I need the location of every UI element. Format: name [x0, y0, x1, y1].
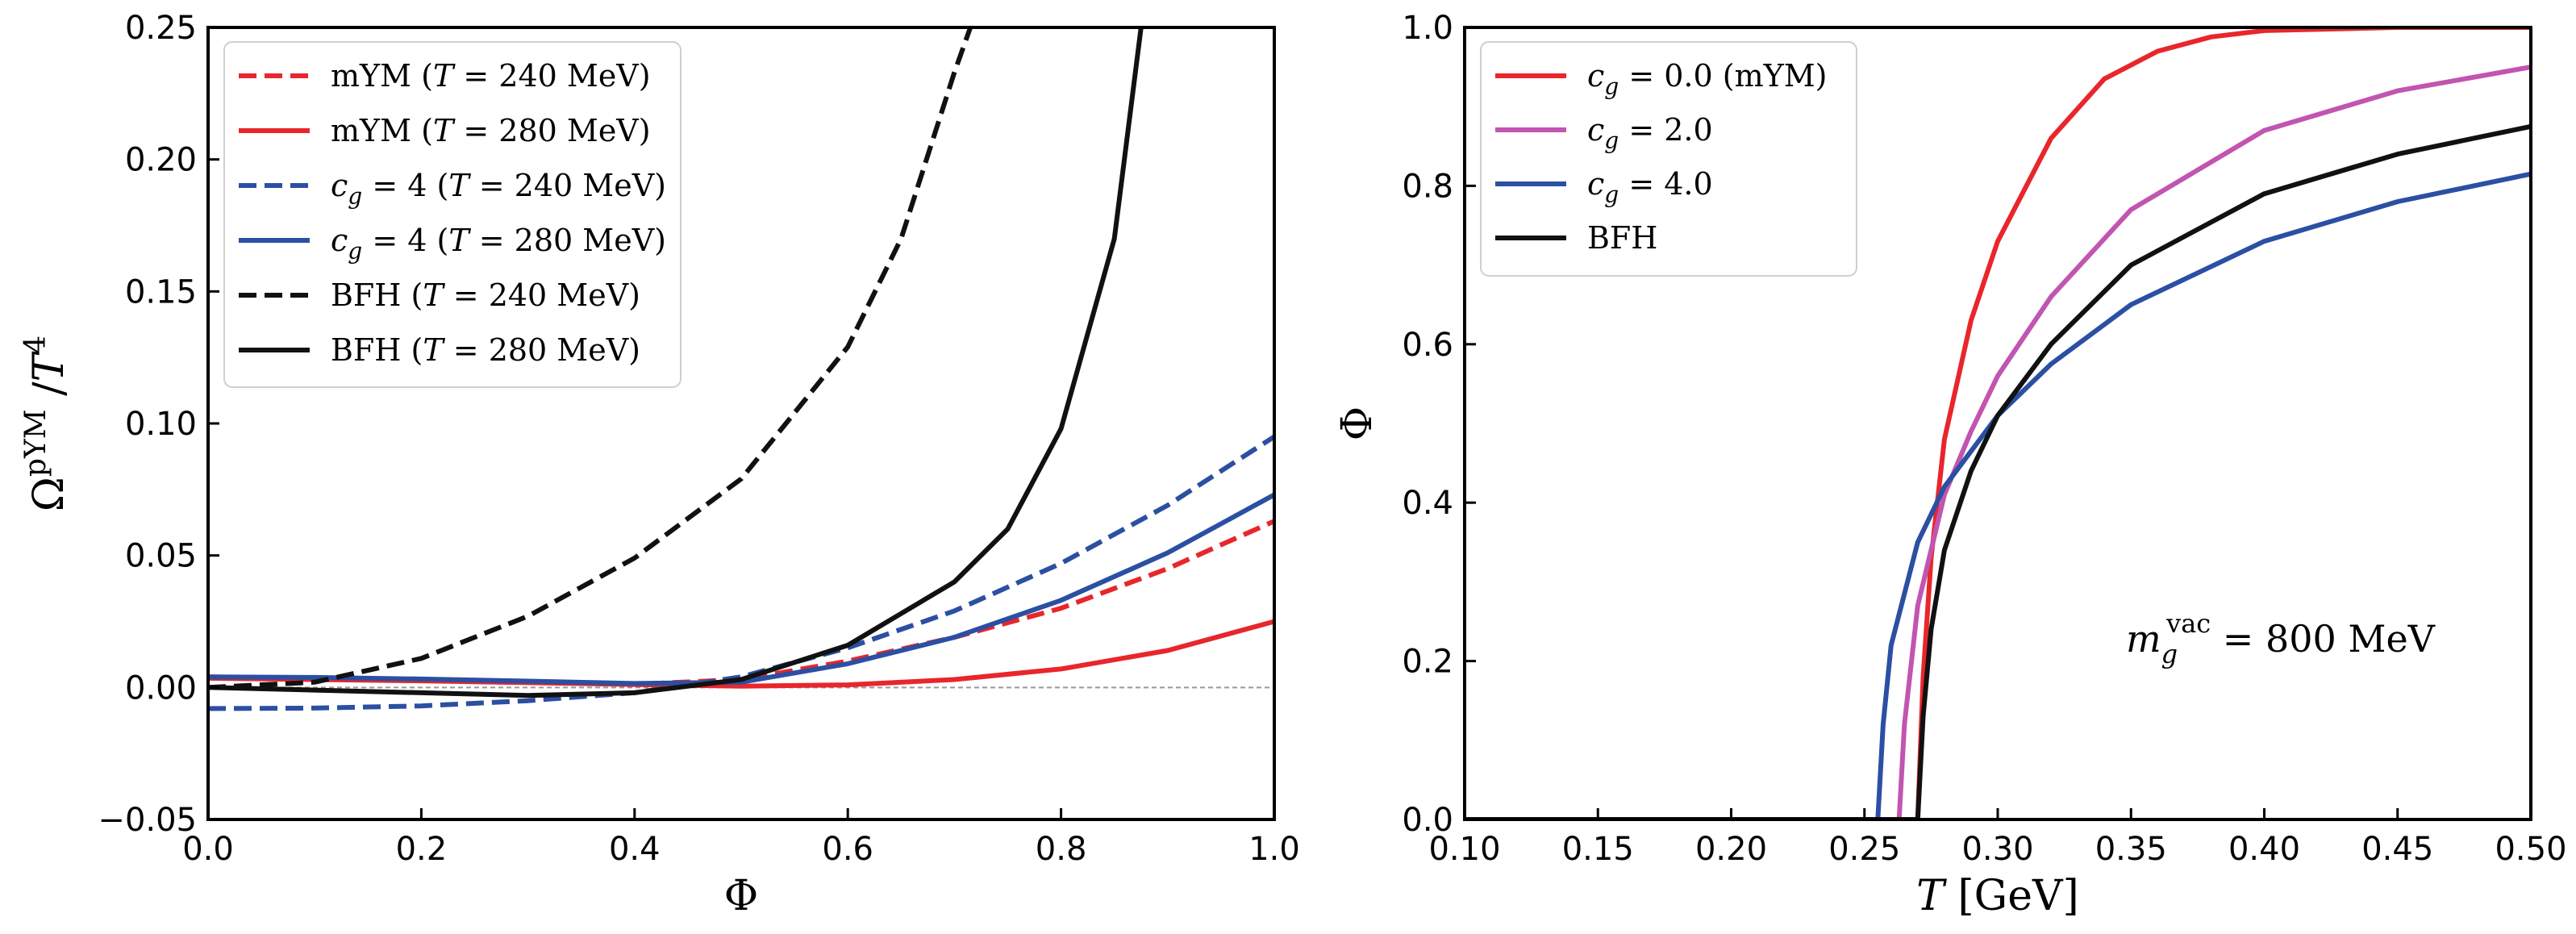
- left-y-axis-label: ΩpYM /T4: [19, 336, 73, 511]
- legend-label-mym-t-280-mev: mYM (T = 280 MeV): [331, 113, 651, 148]
- legend-label-c-g-0-0-mym: cg = 0.0 (mYM): [1587, 58, 1827, 100]
- right-chart: 0.10 0.15 0.20 0.25 0.30 0.35 0.40 0.45 0.50 0.0 0…: [1333, 10, 2567, 920]
- y-tick-label: 0.4: [1402, 485, 1453, 522]
- series-line-c-g-0-0-mym: [1465, 27, 2531, 819]
- left-legend: mYM (T = 240 MeV) mYM (T = 280 MeV) cg = 4…: [223, 41, 682, 388]
- right-x-axis-label: T [GeV]: [1916, 872, 2079, 920]
- left-series-group: [208, 27, 1274, 711]
- series-line-c-g-4-0: [1465, 171, 2531, 819]
- legend-label-bfh: BFH: [1587, 220, 1657, 256]
- right-legend: cg = 0.0 (mYM) cg = 2.0 cg = 4.0 BFH: [1480, 41, 1857, 277]
- legend-label-c-g-2-0: cg = 2.0: [1587, 112, 1713, 154]
- x-tick-label: 0.40: [2228, 831, 2300, 868]
- y-tick-label: 0.10: [125, 406, 197, 443]
- series-line-bfh-t-240-mev: [208, 27, 973, 690]
- y-tick-label: 0.0: [1402, 802, 1453, 839]
- left-ticks: 0.0 0.2 0.4 0.6 0.8 1.0 −0.05 0.00 0.05 0.10 0.15 0…: [98, 10, 1299, 868]
- y-tick-label: 0.25: [125, 10, 197, 47]
- series-line-bfh-t-280-mev: [208, 27, 1144, 698]
- y-tick-label: −0.05: [98, 802, 197, 839]
- x-tick-label: 0.4: [609, 831, 661, 868]
- y-tick-label: 0.6: [1402, 327, 1453, 364]
- mass-annotation: mgvac = 800 MeV: [2126, 608, 2436, 669]
- right-legend-box: [1480, 41, 1857, 277]
- series-line-c-g-4-t-280-mev: [208, 492, 1274, 686]
- y-tick-label: 0.05: [125, 538, 197, 575]
- left-plot-frame: [206, 26, 1276, 821]
- right-plot-frame: [1463, 26, 2532, 821]
- x-tick-label: 0.2: [396, 831, 448, 868]
- series-line-bfh: [1465, 123, 2531, 819]
- y-tick-label: 0.20: [125, 142, 197, 179]
- x-tick-label: 0.30: [1961, 831, 2033, 868]
- x-tick-label: 0.6: [822, 831, 873, 868]
- x-tick-label: 0.35: [2095, 831, 2167, 868]
- left-legend-box: [223, 41, 682, 388]
- left-chart: 0.0 0.2 0.4 0.6 0.8 1.0 −0.05 0.00 0.05 0.10 0.15 0…: [19, 10, 1300, 920]
- right-series-group: [1465, 27, 2531, 819]
- legend-label-mym-t-240-mev: mYM (T = 240 MeV): [331, 58, 651, 94]
- left-legend-items: mYM (T = 240 MeV) mYM (T = 280 MeV) cg = 4…: [239, 58, 666, 368]
- legend-label-bfh-t-280-mev: BFH (T = 280 MeV): [331, 332, 640, 368]
- series-line-c-g-2-0: [1465, 65, 2531, 819]
- legend-label-c-g-4-0: cg = 4.0: [1587, 166, 1713, 208]
- y-tick-label: 0.8: [1402, 168, 1453, 205]
- x-tick-label: 0.8: [1036, 831, 1087, 868]
- y-tick-label: 1.0: [1402, 10, 1453, 47]
- right-ticks: 0.10 0.15 0.20 0.25 0.30 0.35 0.40 0.45 0.50 0.0 0…: [1402, 10, 2566, 868]
- legend-label-c-g-4-t-240-mev: cg = 4 (T = 240 MeV): [331, 168, 666, 210]
- x-tick-label: 1.0: [1248, 831, 1300, 868]
- right-y-axis-label: Φ: [1333, 407, 1382, 441]
- left-x-axis-label: Φ: [724, 872, 759, 920]
- x-tick-label: 0.10: [1428, 831, 1500, 868]
- x-tick-label: 0.25: [1828, 831, 1900, 868]
- x-tick-label: 0.15: [1562, 831, 1634, 868]
- x-tick-label: 0.50: [2495, 831, 2566, 868]
- legend-label-c-g-4-t-280-mev: cg = 4 (T = 280 MeV): [331, 223, 666, 265]
- x-tick-label: 0.45: [2361, 831, 2433, 868]
- y-tick-label: 0.2: [1402, 644, 1453, 681]
- x-tick-label: 0.0: [182, 831, 234, 868]
- right-legend-items: cg = 0.0 (mYM) cg = 2.0 cg = 4.0 BFH: [1495, 58, 1827, 256]
- x-tick-label: 0.20: [1695, 831, 1767, 868]
- y-tick-label: 0.15: [125, 273, 197, 311]
- legend-label-bfh-t-240-mev: BFH (T = 240 MeV): [331, 277, 640, 313]
- y-tick-label: 0.00: [125, 669, 197, 707]
- series-line-c-g-4-t-240-mev: [208, 434, 1274, 711]
